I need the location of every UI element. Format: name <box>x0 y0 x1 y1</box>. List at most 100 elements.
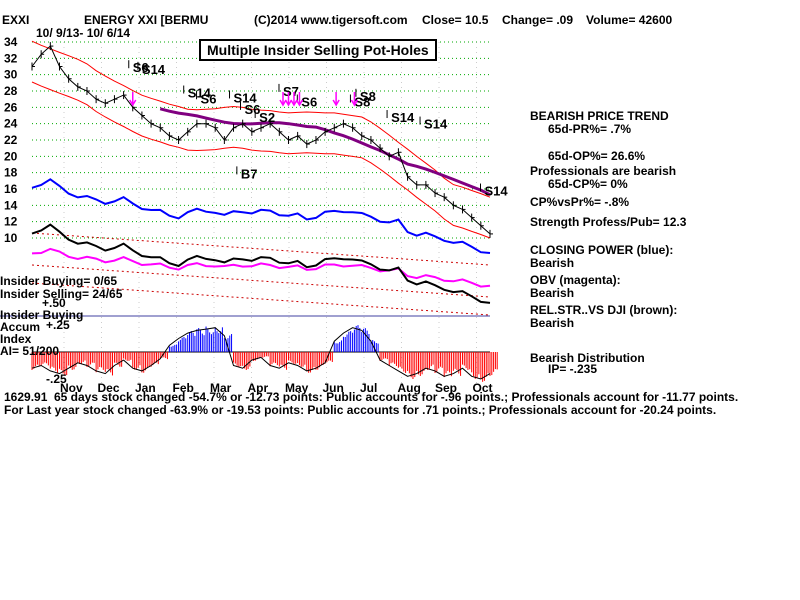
signal-label: S6 <box>301 95 317 110</box>
x-tick-label: Sep <box>435 381 457 395</box>
professionals: Professionals are bearish <box>530 164 677 178</box>
pr-pct: 65d-PR%= .7% <box>548 122 632 136</box>
index-label: Index <box>0 332 32 346</box>
op-pct: 65d-OP%= 26.6% <box>548 149 646 163</box>
y-tick-label: 16 <box>4 182 18 196</box>
closing-power-line <box>31 178 491 266</box>
footer-line-1: 65 days stock changed -54.7% or -12.73 p… <box>54 390 739 404</box>
strength-ratio: Strength Profess/Pub= 12.3 <box>530 215 687 229</box>
signal-label: S14 <box>234 90 258 105</box>
volume-value: Volume= 42600 <box>586 13 673 27</box>
y-tick-label: 12 <box>4 215 18 229</box>
y-tick-label: 34 <box>4 35 18 49</box>
signal-label: S14 <box>391 110 415 125</box>
insider-arrow-head <box>295 99 304 107</box>
insider-buying: Insider Buying= 0/65 <box>0 274 118 288</box>
insider-arrow-head <box>279 99 287 107</box>
signal-label: S2 <box>259 110 275 125</box>
relstr-label: REL.STR..VS DJI (brown): <box>530 303 678 317</box>
ip-value: IP= -.235 <box>548 362 598 376</box>
x-tick-label: Mar <box>210 381 232 395</box>
y-tick-label: 14 <box>4 198 18 212</box>
y-tick-labels: 34 32 30 28 26 24 22 20 18 16 14 12 10 <box>4 35 18 245</box>
y-tick-label: 10 <box>4 231 18 245</box>
x-tick-label: Feb <box>173 381 194 395</box>
relstr-path-trend <box>31 282 491 316</box>
y-tick-label: 22 <box>4 133 18 147</box>
chart-title: Multiple Insider Selling Pot-Holes <box>199 39 437 61</box>
footer-line-2: For Last year stock changed -63.9% or -1… <box>4 403 717 417</box>
insider-arrow-head <box>350 99 359 107</box>
copyright: (C)2014 www.tigersoft.com <box>254 13 408 27</box>
change-value: Change= .09 <box>502 13 574 27</box>
y-tick-label: 30 <box>4 68 18 82</box>
insider-arrow-head <box>129 99 137 107</box>
accum-label: Accum <box>0 320 41 334</box>
distribution-label: Bearish Distribution <box>530 351 645 365</box>
cp-vs-pr: CP%vsPr%= -.8% <box>530 195 630 209</box>
insider-arrow-head <box>284 99 293 107</box>
ai-value: AI= 51/200 <box>0 344 60 358</box>
price-series <box>31 42 493 238</box>
plus-25-label: +.25 <box>46 318 70 332</box>
cp-pct: 65d-CP%= 0% <box>548 177 628 191</box>
signal-label: S7 <box>283 84 299 99</box>
signal-label: S14 <box>142 62 166 77</box>
footer-djia: 1629.91 <box>4 390 48 404</box>
signal-label: S14 <box>188 86 212 101</box>
closing-power-path <box>31 178 491 254</box>
insider-arrow-head <box>332 99 340 107</box>
signal-label: B7 <box>241 166 258 181</box>
obv-state: Bearish <box>530 286 575 300</box>
y-tick-label: 24 <box>4 117 18 131</box>
x-tick-label: Oct <box>473 381 493 395</box>
x-tick-label: Jan <box>135 381 156 395</box>
accum-line <box>31 327 491 380</box>
y-tick-label: 26 <box>4 100 18 114</box>
price-trend: BEARISH PRICE TREND <box>530 109 669 123</box>
signal-label: S6 <box>245 102 261 117</box>
obv-path-trend <box>31 264 491 298</box>
x-tick-label: Aug <box>398 381 421 395</box>
x-tick-label: Dec <box>98 381 120 395</box>
upper-band <box>31 40 491 198</box>
closing-power-label: CLOSING POWER (blue): <box>530 243 674 257</box>
signal-label: S8 <box>354 95 370 110</box>
company-name: ENERGY XXI [BERMU <box>84 13 209 27</box>
y-tick-label: 18 <box>4 166 18 180</box>
obv-label: OBV (magenta): <box>530 273 621 287</box>
plus-50-label: +.50 <box>42 296 66 310</box>
obv-path <box>31 247 491 288</box>
signal-label: S14 <box>424 117 448 132</box>
y-tick-label: 20 <box>4 149 18 163</box>
y-tick-label: 28 <box>4 84 18 98</box>
insider-buying-2: Insider Buying <box>0 308 84 322</box>
x-tick-label: May <box>285 381 309 395</box>
price-line <box>31 45 491 235</box>
close-value: Close= 10.5 <box>422 13 489 27</box>
minus-25-label: -.25 <box>46 372 67 386</box>
x-tick-label: Nov <box>60 381 83 395</box>
date-range: 10/ 9/13- 10/ 6/14 <box>36 26 131 40</box>
closing-power-state: Bearish <box>530 256 575 270</box>
accumulation-bars <box>31 325 498 382</box>
insider-arrow-head <box>290 99 298 107</box>
closing-power-path-trend <box>31 232 491 266</box>
relstr-path <box>31 223 491 304</box>
relstr-state: Bearish <box>530 316 575 330</box>
lower-band <box>31 81 491 239</box>
signal-label: S14 <box>485 184 509 199</box>
x-tick-label: Jul <box>360 381 377 395</box>
signal-label: S8 <box>360 89 376 104</box>
x-tick-label: Apr <box>248 381 269 395</box>
signal-label: S6 <box>133 60 149 75</box>
relative-strength-line <box>31 223 491 316</box>
signal-label: S6 <box>201 91 217 106</box>
y-tick-label: 32 <box>4 51 18 65</box>
obv-line <box>31 247 491 298</box>
x-tick-label: Jun <box>323 381 344 395</box>
ticker: EXXI <box>2 13 30 27</box>
x-tick-labels: Nov Dec Jan Feb Mar Apr May Jun Jul Aug Sep Oct <box>60 381 493 395</box>
